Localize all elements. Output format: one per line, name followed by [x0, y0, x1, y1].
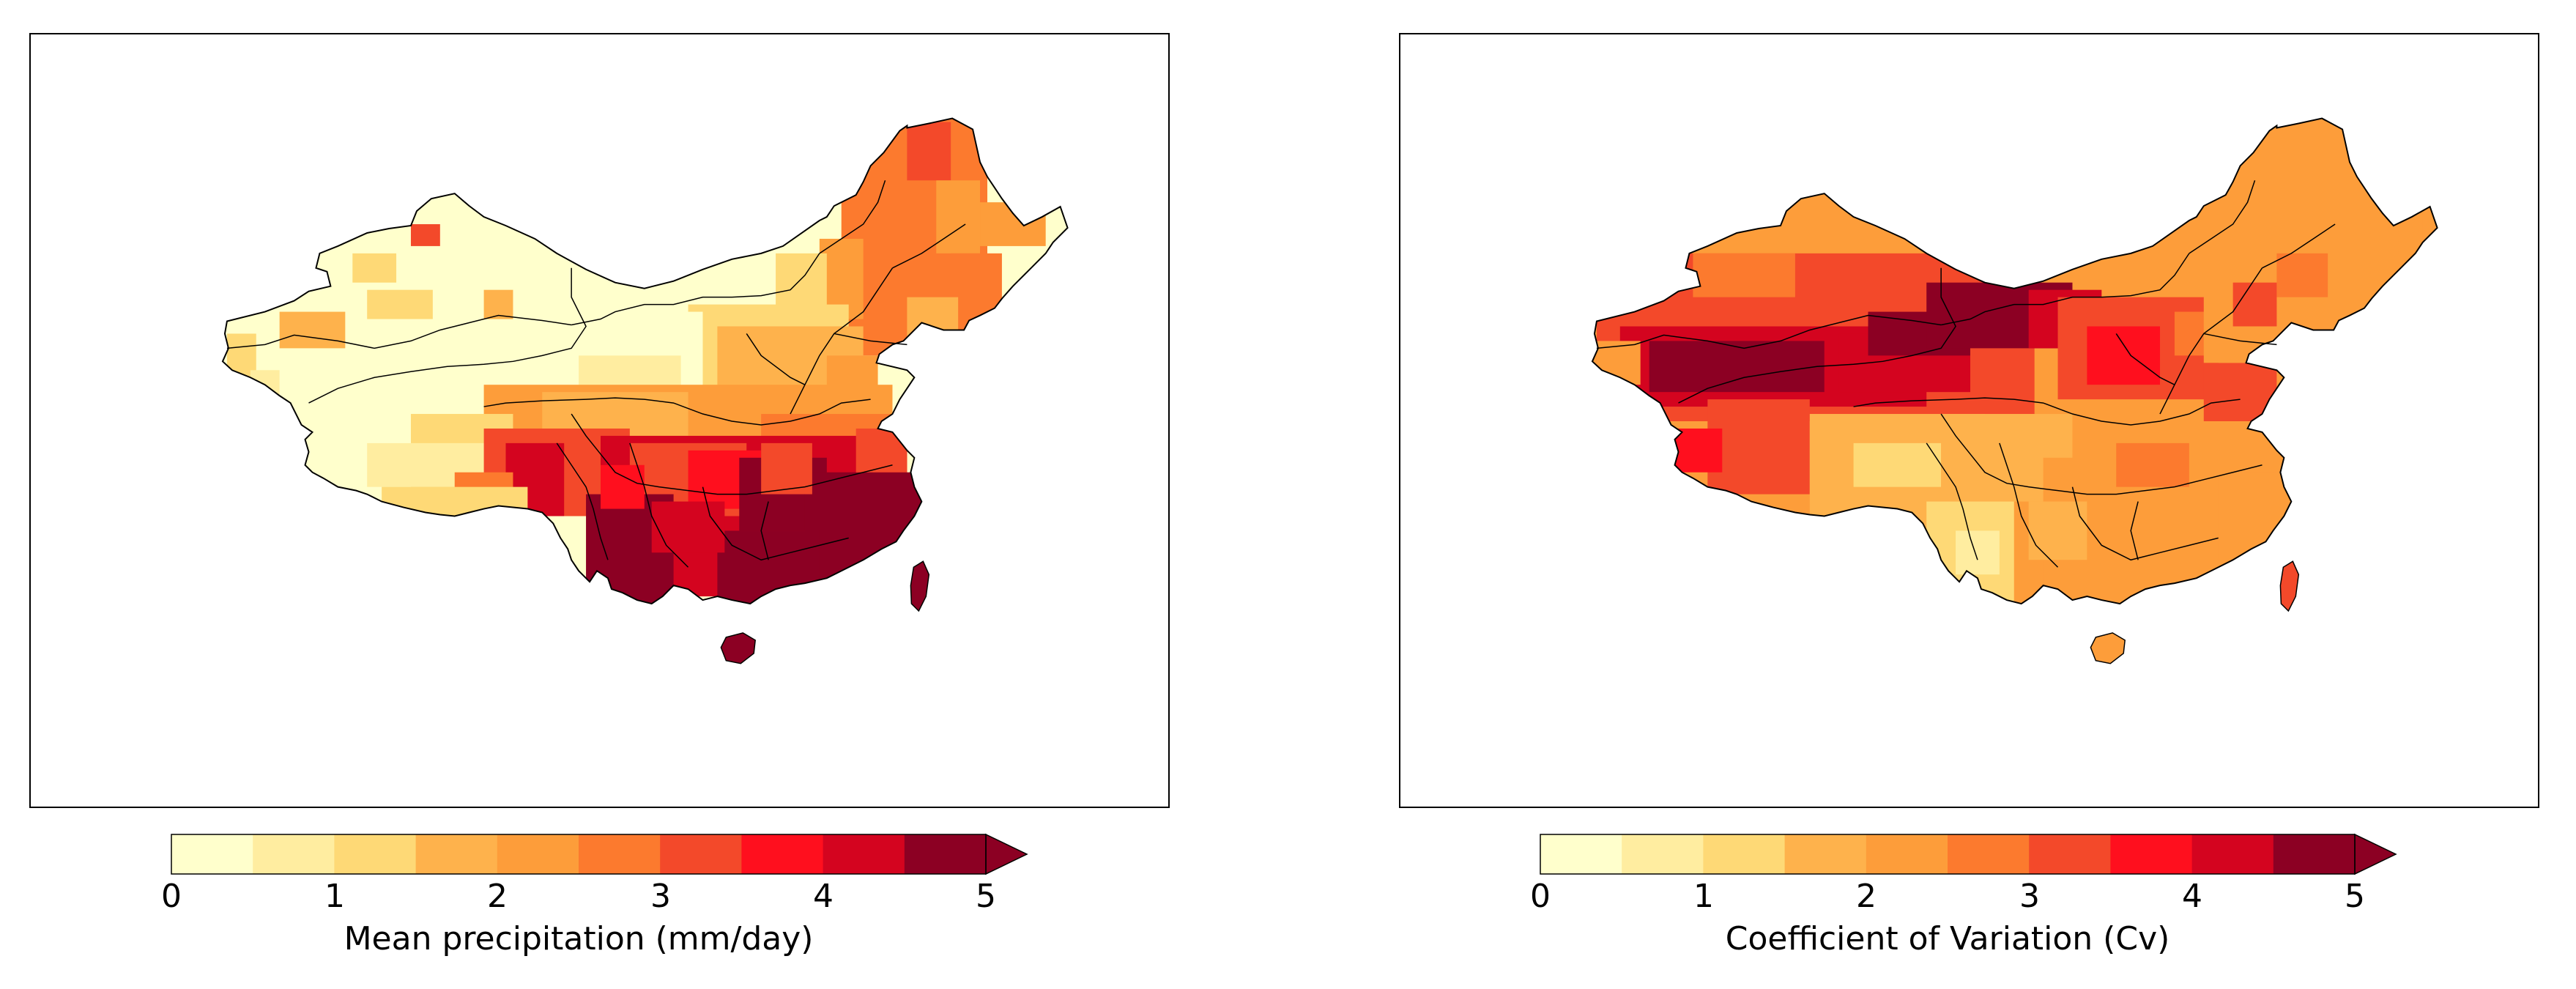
colorbar-segment — [660, 834, 742, 874]
colorbar-svg-precipitation — [171, 833, 1028, 875]
colorbar-tick: 3 — [2019, 878, 2040, 915]
colorbar-precipitation — [171, 833, 1036, 875]
colorbar-segment — [497, 834, 579, 874]
map-frame-precipitation — [29, 33, 1170, 808]
precipitation-map — [221, 117, 1069, 664]
colorbar-tick: 4 — [813, 878, 834, 915]
colorbar-segment — [415, 834, 498, 874]
colorbar-tick: 1 — [324, 878, 345, 915]
colorbar-extend-arrow — [985, 833, 1028, 875]
colorbar-segment — [1540, 834, 1622, 874]
colorbar-segment — [579, 834, 661, 874]
colorbar-tick: 1 — [1693, 878, 1714, 915]
colorbar-extend-arrow — [2354, 833, 2397, 875]
colorbar-tick: 2 — [487, 878, 508, 915]
map-frame-cv — [1399, 33, 2539, 808]
cv-map — [1591, 117, 2438, 664]
colorbar-tick: 0 — [1530, 878, 1551, 915]
colorbar-segment — [2273, 834, 2356, 874]
colorbar-segment — [334, 834, 417, 874]
colorbar-tick: 5 — [976, 878, 996, 915]
colorbar-segment — [1948, 834, 2030, 874]
panel-precipitation: 0 1 2 3 4 5 Mean precipitation (mm/day) — [29, 33, 1170, 957]
colorbar-segment — [2029, 834, 2111, 874]
colorbar-segment — [1703, 834, 1786, 874]
colorbar-segment — [2110, 834, 2193, 874]
colorbar-segment — [741, 834, 824, 874]
colorbar-segment — [1622, 834, 1704, 874]
colorbar-cv — [1540, 833, 2405, 875]
colorbar-label-cv: Coefficient of Variation (Cv) — [1725, 920, 2170, 957]
colorbar-segment — [171, 834, 253, 874]
colorbar-segment — [1784, 834, 1867, 874]
colorbar-tick: 0 — [161, 878, 182, 915]
colorbar-segment — [823, 834, 905, 874]
colorbar-segment — [2191, 834, 2274, 874]
panel-cv: 0 1 2 3 4 5 Coefficient of Variation (Cv… — [1287, 0, 2576, 989]
colorbar-tick: 2 — [1856, 878, 1877, 915]
colorbar-label-precipitation: Mean precipitation (mm/day) — [344, 920, 814, 957]
colorbar-segment — [904, 834, 987, 874]
colorbar-tick: 3 — [650, 878, 671, 915]
colorbar-svg-cv — [1540, 833, 2397, 875]
colorbar-tick: 5 — [2345, 878, 2365, 915]
colorbar-tick: 4 — [2182, 878, 2202, 915]
colorbar-segment — [253, 834, 335, 874]
colorbar-segment — [1866, 834, 1948, 874]
